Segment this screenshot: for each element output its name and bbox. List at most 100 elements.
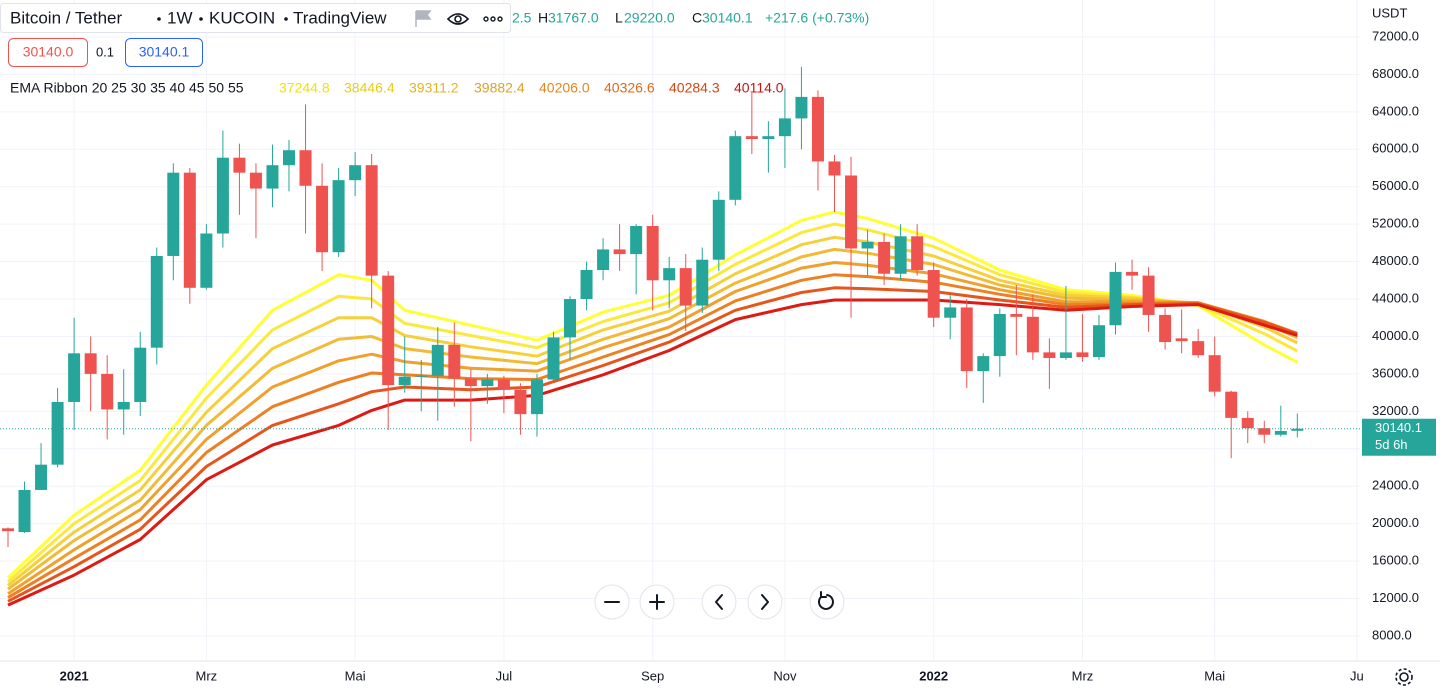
- navigation: [594, 584, 845, 620]
- candle-body: [1142, 275, 1155, 315]
- candle-body: [332, 180, 345, 253]
- y-tick-label: 44000.0: [1372, 290, 1419, 305]
- x-tick-label: Ju: [1350, 668, 1364, 683]
- candle-body: [183, 172, 196, 288]
- candle-body: [1291, 428, 1304, 431]
- candle-body: [349, 165, 362, 181]
- settings-icon[interactable]: [1395, 668, 1413, 686]
- more-icon[interactable]: [483, 16, 503, 22]
- source: TradingView: [293, 8, 387, 27]
- candle-body: [365, 165, 378, 276]
- candle-body: [1092, 325, 1105, 358]
- eye-icon[interactable]: [446, 13, 470, 25]
- separator: [199, 17, 203, 21]
- candle-body: [696, 259, 709, 306]
- candle-body: [283, 150, 296, 166]
- y-tick-label: 60000.0: [1372, 141, 1419, 156]
- time-axis: [0, 661, 1440, 692]
- candle-body: [944, 307, 957, 318]
- spread: 0.1: [96, 44, 114, 59]
- candle-body: [911, 236, 924, 271]
- candle-body: [1159, 314, 1172, 343]
- candle-body: [745, 136, 758, 139]
- candle-body: [630, 226, 643, 255]
- zoom-in-button[interactable]: [639, 584, 675, 620]
- candle-body: [2, 528, 14, 532]
- candle-body: [216, 157, 229, 234]
- legend: Bitcoin / Tether 1W KUCOIN TradingView 2…: [0, 3, 869, 96]
- candle-body: [1109, 271, 1122, 326]
- candle-body: [795, 96, 808, 119]
- high-key: H: [538, 10, 548, 26]
- candle-body: [1208, 355, 1221, 392]
- indicator-value: 39882.4: [474, 80, 525, 96]
- candle-body: [580, 270, 593, 300]
- buy-price[interactable]: 30140.1: [139, 44, 190, 60]
- symbol: Bitcoin / Tether: [10, 8, 122, 27]
- sell-button[interactable]: [8, 38, 88, 67]
- reset-button[interactable]: [809, 584, 845, 620]
- separator: [157, 17, 161, 21]
- candle-body: [712, 199, 725, 260]
- candle-body: [663, 268, 676, 281]
- candle-body: [778, 118, 791, 137]
- flag-icon[interactable]: [415, 10, 432, 27]
- indicator-value: 40284.3: [669, 80, 720, 96]
- candle-body: [878, 241, 891, 274]
- candle-body: [1258, 428, 1271, 435]
- candle-body: [497, 379, 510, 390]
- ema-line: [7, 273, 1298, 599]
- scroll-right-button[interactable]: [747, 584, 783, 620]
- candle-body: [1192, 341, 1205, 356]
- currency-label: USDT: [1372, 5, 1407, 20]
- candle-body: [249, 172, 262, 189]
- candle-body: [993, 313, 1006, 357]
- x-tick-label: Jul: [496, 668, 513, 683]
- scroll-left-button[interactable]: [701, 584, 737, 620]
- x-tick-label: 2021: [60, 668, 89, 683]
- candle-body: [1059, 352, 1072, 358]
- candle-body: [960, 307, 973, 372]
- price-box: [1362, 418, 1436, 456]
- ema-line: [7, 286, 1298, 603]
- candle-body: [1126, 271, 1139, 276]
- y-tick-label: 68000.0: [1372, 66, 1419, 81]
- candle-body: [977, 356, 990, 372]
- candle-body: [1274, 430, 1287, 435]
- y-tick-label: 16000.0: [1372, 553, 1419, 568]
- indicator-value: 39311.2: [409, 80, 459, 96]
- candle-body: [200, 233, 213, 288]
- candle-body: [564, 299, 577, 338]
- indicator-label: EMA Ribbon 20 25 30 35 40 45 50 55: [10, 80, 244, 96]
- buy-button[interactable]: [125, 38, 203, 67]
- open-fragment: 2.5: [512, 10, 532, 26]
- low-key: L: [615, 10, 623, 26]
- candle-body: [927, 270, 940, 318]
- candle-body: [1175, 338, 1188, 342]
- zoom-out-button[interactable]: [594, 584, 630, 620]
- candle-body: [762, 136, 775, 139]
- ema-line: [7, 298, 1298, 607]
- ema-line: [7, 261, 1298, 596]
- ema-line: [7, 235, 1298, 587]
- candle-body: [266, 165, 279, 189]
- candle-body: [828, 161, 841, 176]
- candle-body: [845, 175, 858, 249]
- x-tick-label: Mrz: [196, 668, 218, 683]
- candle-body: [150, 255, 163, 348]
- price-box-price: 30140.1: [1375, 420, 1422, 435]
- candle-body: [51, 401, 64, 465]
- indicator-value: 38446.4: [344, 80, 395, 96]
- candle-body: [464, 378, 477, 387]
- y-tick-label: 64000.0: [1372, 103, 1419, 118]
- y-tick-label: 48000.0: [1372, 253, 1419, 268]
- candle-body: [448, 344, 461, 379]
- x-tick-label: Mai: [1204, 668, 1225, 683]
- y-tick-label: 32000.0: [1372, 403, 1419, 418]
- x-tick-label: Mrz: [1072, 668, 1094, 683]
- interval: 1W: [167, 8, 193, 27]
- candle-body: [514, 389, 527, 415]
- y-tick-label: 56000.0: [1372, 178, 1419, 193]
- sell-price[interactable]: 30140.0: [23, 44, 74, 60]
